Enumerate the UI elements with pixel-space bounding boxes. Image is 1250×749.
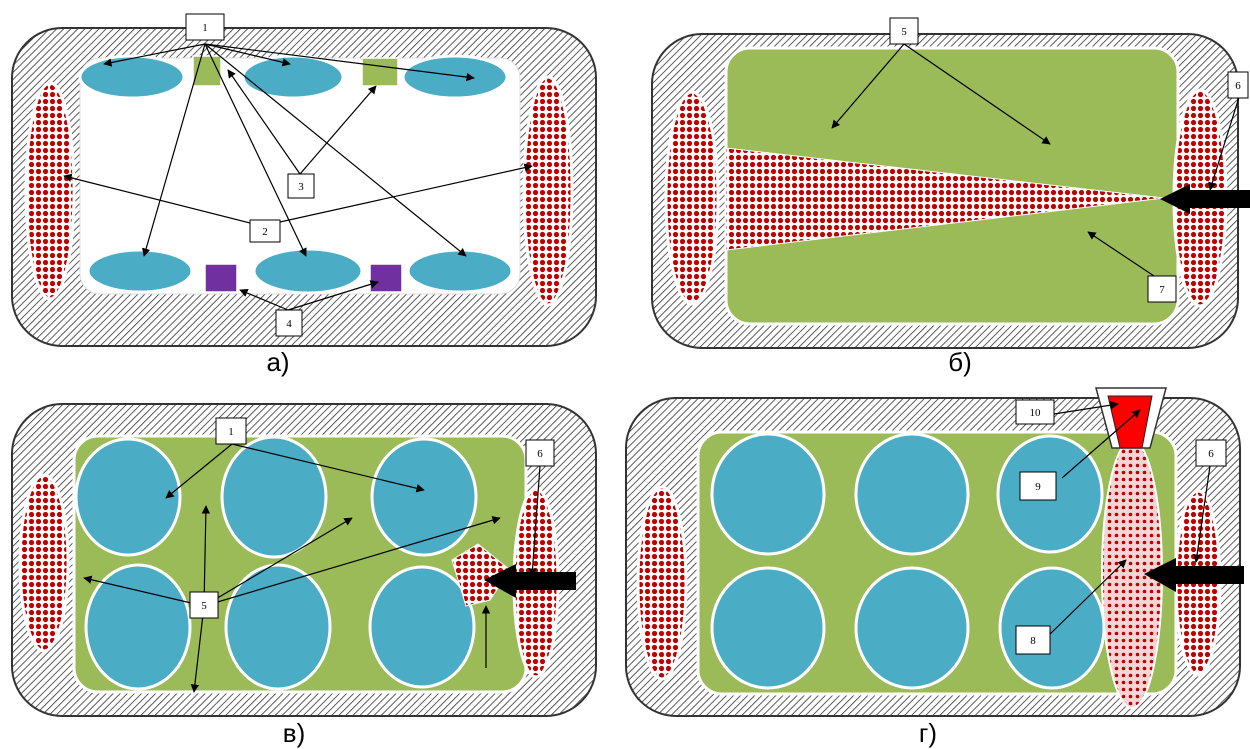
panel-v-arrow-5-d bbox=[203, 517, 353, 607]
panel-g-label-10: 10 bbox=[1015, 399, 1055, 425]
panel-a-organelle-bottom-3 bbox=[406, 248, 514, 294]
panel-a-arrow-2-a bbox=[63, 173, 263, 227]
panel-v-label-1: 1 bbox=[215, 417, 247, 445]
panel-g-left-vacuole bbox=[636, 485, 688, 681]
panel-g-organelle-1 bbox=[710, 432, 826, 556]
panel-a: 1 3 2 4 а) bbox=[11, 13, 597, 377]
panel-g-label-8: 8 bbox=[1015, 625, 1051, 655]
panel-v-arrow-5-c bbox=[190, 605, 205, 693]
svg-text:1: 1 bbox=[202, 22, 208, 34]
panel-b-arrow-5-b bbox=[903, 43, 1051, 145]
panel-b-pathogen-wedge bbox=[725, 147, 1165, 251]
panel-v-arrow-6 bbox=[528, 465, 541, 577]
panel-a-pore-purple-1 bbox=[204, 263, 238, 293]
panel-b-left-vacuole bbox=[664, 90, 720, 306]
panel-b-arrow-6 bbox=[1208, 93, 1241, 191]
svg-text:5: 5 bbox=[201, 600, 207, 612]
panel-v-arrow-5-a bbox=[83, 575, 205, 607]
svg-text:4: 4 bbox=[286, 318, 292, 330]
panel-v-left-vacuole bbox=[18, 473, 70, 653]
svg-text:1: 1 bbox=[228, 426, 234, 438]
panel-a-label-1: 1 bbox=[185, 13, 225, 41]
panel-b-caption: б) bbox=[948, 347, 972, 377]
panel-a-label-3: 3 bbox=[287, 173, 315, 199]
svg-text:3: 3 bbox=[298, 181, 304, 193]
panel-a-left-vacuole bbox=[24, 81, 76, 301]
panel-a-arrow-1-c bbox=[204, 43, 475, 82]
panel-b-label-7: 7 bbox=[1147, 275, 1177, 303]
panel-b: 5 7 6 б) bbox=[651, 17, 1250, 377]
panel-g-entry-arrow bbox=[1144, 558, 1244, 592]
panel-v-organelle-1 bbox=[74, 437, 182, 557]
panel-g-label-9: 9 bbox=[1019, 471, 1057, 501]
panel-a-arrow-3-b bbox=[299, 85, 377, 175]
panel-g-label-6: 6 bbox=[1195, 439, 1227, 467]
panel-a-right-vacuole bbox=[522, 75, 574, 307]
panel-g-caption: г) bbox=[919, 718, 937, 748]
panel-a-pore-green-2 bbox=[361, 57, 399, 87]
panel-a-arrow-1-d bbox=[142, 43, 206, 257]
panel-v: 1 5 6 в) bbox=[11, 403, 597, 748]
panel-v-label-5: 5 bbox=[189, 591, 219, 619]
panel-a-organelle-top-1 bbox=[78, 54, 186, 100]
panel-g-organelle-5 bbox=[854, 566, 970, 690]
panel-v-arrow-1-b bbox=[231, 443, 425, 493]
panel-v-organelle-3 bbox=[370, 437, 478, 557]
svg-text:9: 9 bbox=[1035, 481, 1041, 493]
panel-v-caption: в) bbox=[283, 718, 305, 748]
panel-v-arrow-1-a bbox=[165, 443, 233, 499]
panel-b-label-5: 5 bbox=[889, 17, 919, 45]
panel-a-arrow-1-a bbox=[103, 43, 206, 67]
panel-a-pore-purple-2 bbox=[369, 263, 403, 293]
panel-a-arrow-2-b bbox=[261, 163, 533, 227]
svg-text:6: 6 bbox=[1235, 80, 1241, 92]
panel-v-label-6: 6 bbox=[525, 439, 555, 467]
panel-a-label-4: 4 bbox=[275, 309, 303, 337]
svg-text:5: 5 bbox=[901, 26, 907, 38]
panel-v-organelle-6 bbox=[368, 565, 476, 689]
panel-a-organelle-bottom-1 bbox=[86, 248, 194, 294]
panel-b-arrow-5-a bbox=[831, 43, 905, 129]
panel-g-arrow-10 bbox=[1053, 401, 1119, 415]
svg-text:10: 10 bbox=[1030, 407, 1042, 419]
panel-a-arrow-1-e bbox=[204, 43, 307, 257]
panel-a-arrow-3-a bbox=[227, 69, 301, 175]
panel-a-caption: а) bbox=[266, 347, 289, 377]
panel-g-arrow-9 bbox=[1061, 409, 1141, 479]
panel-v-organelle-5 bbox=[224, 563, 332, 691]
panel-g-organelle-4 bbox=[710, 566, 826, 690]
panel-a-arrow-4-b bbox=[287, 280, 379, 311]
panel-v-arrow-5-b bbox=[201, 505, 211, 607]
panel-a-arrow-4-a bbox=[239, 289, 289, 311]
svg-text:6: 6 bbox=[1208, 448, 1214, 460]
panel-a-arrow-1-b bbox=[204, 43, 291, 67]
panel-b-entry-arrow bbox=[1160, 184, 1250, 214]
panel-v-entry-arrow bbox=[484, 564, 576, 598]
panel-v-organelle-2 bbox=[220, 435, 328, 559]
svg-text:8: 8 bbox=[1030, 635, 1036, 647]
svg-text:2: 2 bbox=[262, 226, 268, 238]
panel-g: 10 9 8 6 г) bbox=[625, 387, 1244, 748]
panel-v-organelle-4 bbox=[84, 563, 192, 691]
svg-text:6: 6 bbox=[537, 448, 543, 460]
panel-a-label-2: 2 bbox=[249, 219, 281, 243]
panel-a-organelle-bottom-2 bbox=[252, 247, 364, 295]
panel-a-arrow-1-f bbox=[204, 43, 467, 257]
panel-g-arrow-8 bbox=[1047, 559, 1127, 637]
panel-a-organelle-top-3 bbox=[401, 54, 509, 100]
panel-b-arrow-7 bbox=[1087, 231, 1161, 281]
panel-a-organelle-top-2 bbox=[241, 54, 345, 100]
panel-v-arrow-5-e bbox=[203, 516, 501, 607]
svg-text:7: 7 bbox=[1159, 284, 1165, 296]
panel-g-organelle-2 bbox=[854, 432, 970, 556]
panel-g-arrow-6 bbox=[1192, 465, 1211, 563]
panel-b-label-6: 6 bbox=[1227, 71, 1249, 99]
